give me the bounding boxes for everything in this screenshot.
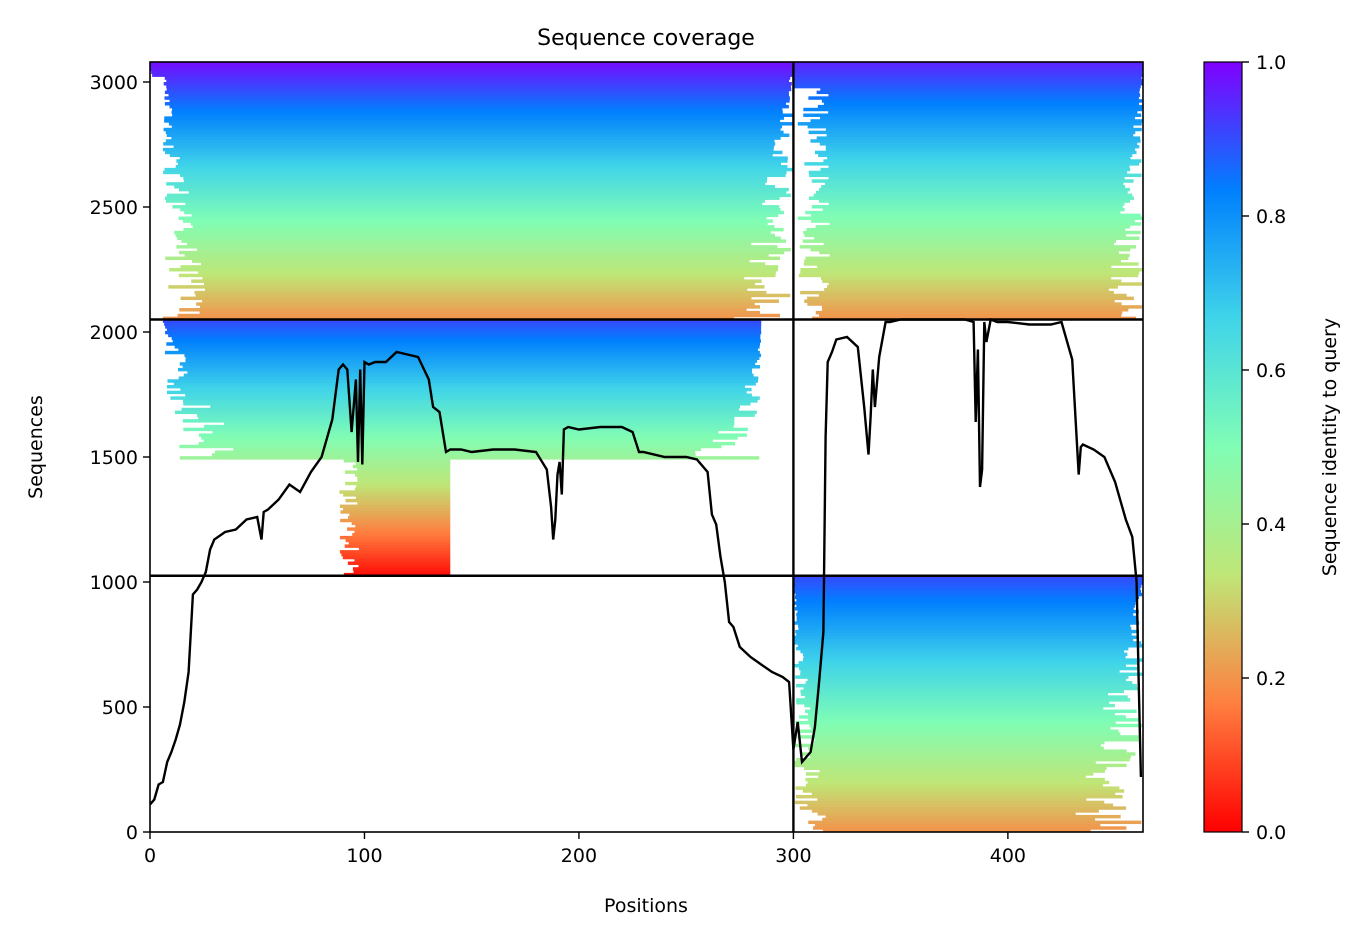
x-tick-label: 300 xyxy=(775,845,811,867)
colorbar-tick-label: 1.0 xyxy=(1256,52,1286,74)
x-tick-label: 100 xyxy=(346,845,382,867)
colorbar-tick-label: 0.2 xyxy=(1256,668,1286,690)
heatmap-block-lower-right xyxy=(793,575,1143,832)
colorbar-tick-label: 0.8 xyxy=(1256,206,1286,228)
y-tick-label: 1500 xyxy=(90,447,138,469)
x-tick-label: 400 xyxy=(990,845,1026,867)
heatmap-block-upper-left xyxy=(150,62,794,321)
heatmap-block-upper-right xyxy=(793,62,1143,321)
x-axis-label: Positions xyxy=(604,895,688,917)
y-tick-label: 500 xyxy=(102,697,138,719)
x-tick-label: 0 xyxy=(144,845,156,867)
heatmap-block-middle-left xyxy=(162,319,762,577)
block-separators xyxy=(150,62,1143,832)
colorbar xyxy=(1203,61,1243,833)
y-tick-label: 0 xyxy=(126,822,138,844)
y-tick-label: 1000 xyxy=(90,572,138,594)
chart-title: Sequence coverage xyxy=(537,26,755,51)
colorbar-tick-label: 0.4 xyxy=(1256,514,1286,536)
y-axis-ticks: 0 500 1000 1500 2000 2500 3000 xyxy=(90,72,150,844)
y-axis-label: Sequences xyxy=(25,395,47,499)
x-axis-ticks: 0 100 200 300 400 xyxy=(144,832,1026,867)
heatmap-layer xyxy=(150,62,1143,832)
colorbar-tick-label: 0.6 xyxy=(1256,360,1286,382)
y-tick-label: 2500 xyxy=(90,197,138,219)
colorbar-ticks: 0.0 0.2 0.4 0.6 0.8 1.0 xyxy=(1242,52,1286,844)
x-tick-label: 200 xyxy=(561,845,597,867)
colorbar-label: Sequence identity to query xyxy=(1319,318,1341,576)
y-tick-label: 3000 xyxy=(90,72,138,94)
y-tick-label: 2000 xyxy=(90,322,138,344)
plot-frame xyxy=(149,61,1144,833)
coverage-line xyxy=(150,317,1143,806)
colorbar-tick-label: 0.0 xyxy=(1256,822,1286,844)
